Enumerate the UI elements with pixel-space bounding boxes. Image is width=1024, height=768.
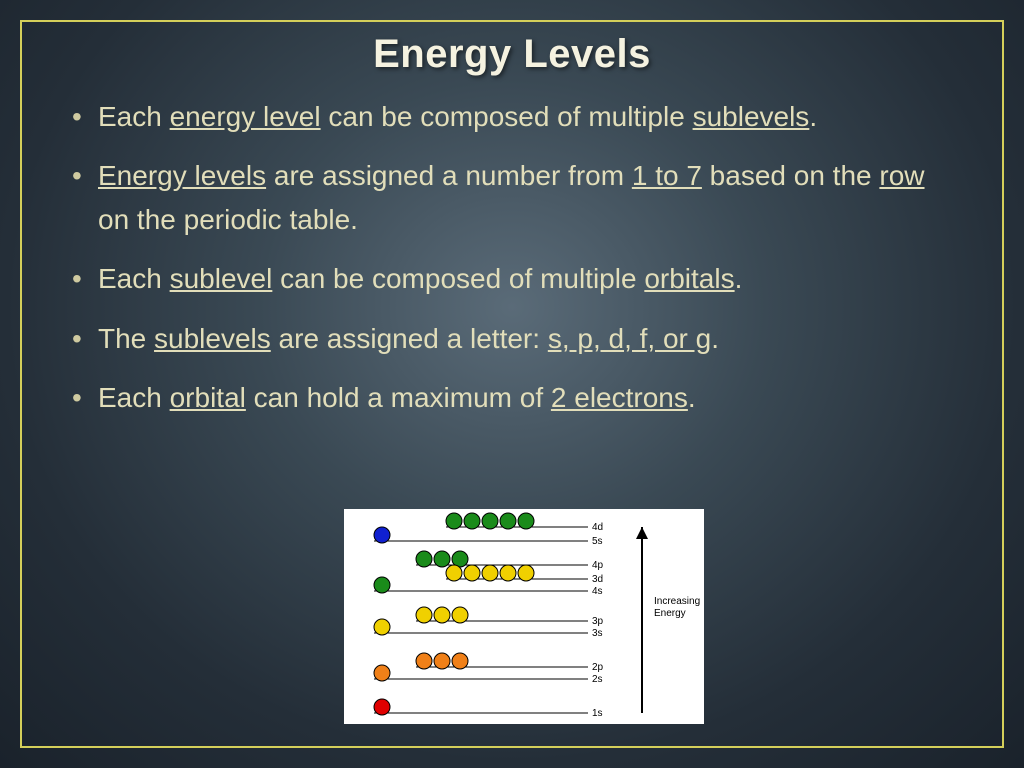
svg-text:Energy: Energy [654,608,686,619]
bullet-item: Each orbital can hold a maximum of 2 ele… [72,376,962,419]
svg-text:5s: 5s [592,536,603,547]
underlined-term: sublevels [154,323,271,354]
energy-level-diagram: 4d 5s 4p 3d4s 3p3s 2p2s 1s IncreasingEnergy [344,509,704,724]
underlined-term: row [879,160,924,191]
bullet-text: are assigned a letter: [271,323,548,354]
svg-text:Increasing: Increasing [654,596,700,607]
bullet-text: . [688,382,696,413]
svg-text:2p: 2p [592,662,604,673]
page-title: Energy Levels [22,32,1002,77]
bullet-text: The [98,323,154,354]
diagram-svg: 4d 5s 4p 3d4s 3p3s 2p2s 1s IncreasingEnergy [344,509,704,724]
underlined-term: orbitals [644,263,734,294]
underlined-term: 1 to 7 [632,160,702,191]
bullet-text: can be composed of multiple [321,101,693,132]
bullet-text: Each [98,101,170,132]
svg-text:4p: 4p [592,560,604,571]
underlined-term: sublevels [693,101,810,132]
svg-text:3p: 3p [592,616,604,627]
underlined-term: Energy levels [98,160,266,191]
svg-text:3d: 3d [592,574,603,585]
bullet-text: . [711,323,719,354]
bullet-item: The sublevels are assigned a letter: s, … [72,317,962,360]
bullet-text: can hold a maximum of [246,382,551,413]
svg-text:3s: 3s [592,628,603,639]
bullet-text: Each [98,263,170,294]
svg-text:2s: 2s [592,674,603,685]
bullet-list: Each energy level can be composed of mul… [72,95,962,419]
underlined-term: 2 electrons [551,382,688,413]
underlined-term: energy level [170,101,321,132]
underlined-term: sublevel [170,263,273,294]
bullet-item: Energy levels are assigned a number from… [72,154,962,241]
underlined-term: orbital [170,382,246,413]
svg-text:4d: 4d [592,522,603,533]
bullet-text: based on the [702,160,879,191]
svg-text:1s: 1s [592,708,603,719]
bullet-item: Each sublevel can be composed of multipl… [72,257,962,300]
bullet-text: on the periodic table. [98,204,358,235]
bullet-text: are assigned a number from [266,160,632,191]
bullet-text: can be composed of multiple [272,263,644,294]
bullet-text: Each [98,382,170,413]
bullet-text: . [809,101,817,132]
slide-frame: Energy Levels Each energy level can be c… [20,20,1004,748]
underlined-term: s, p, d, f, or g [548,323,711,354]
bullet-item: Each energy level can be composed of mul… [72,95,962,138]
bullet-text: . [735,263,743,294]
svg-text:4s: 4s [592,586,603,597]
